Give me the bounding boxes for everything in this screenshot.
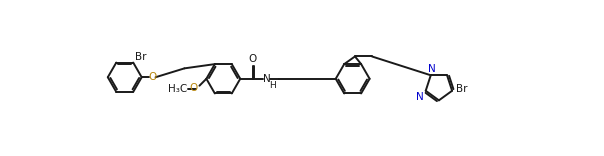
Text: N: N xyxy=(416,92,424,102)
Text: H₃C: H₃C xyxy=(168,84,187,94)
Text: Br: Br xyxy=(135,52,146,62)
Text: N: N xyxy=(263,74,271,84)
Text: Br: Br xyxy=(456,84,467,94)
Text: H: H xyxy=(269,81,276,90)
Text: N: N xyxy=(428,64,435,74)
Text: O: O xyxy=(190,83,198,93)
Text: O: O xyxy=(149,72,156,82)
Text: O: O xyxy=(248,54,257,64)
